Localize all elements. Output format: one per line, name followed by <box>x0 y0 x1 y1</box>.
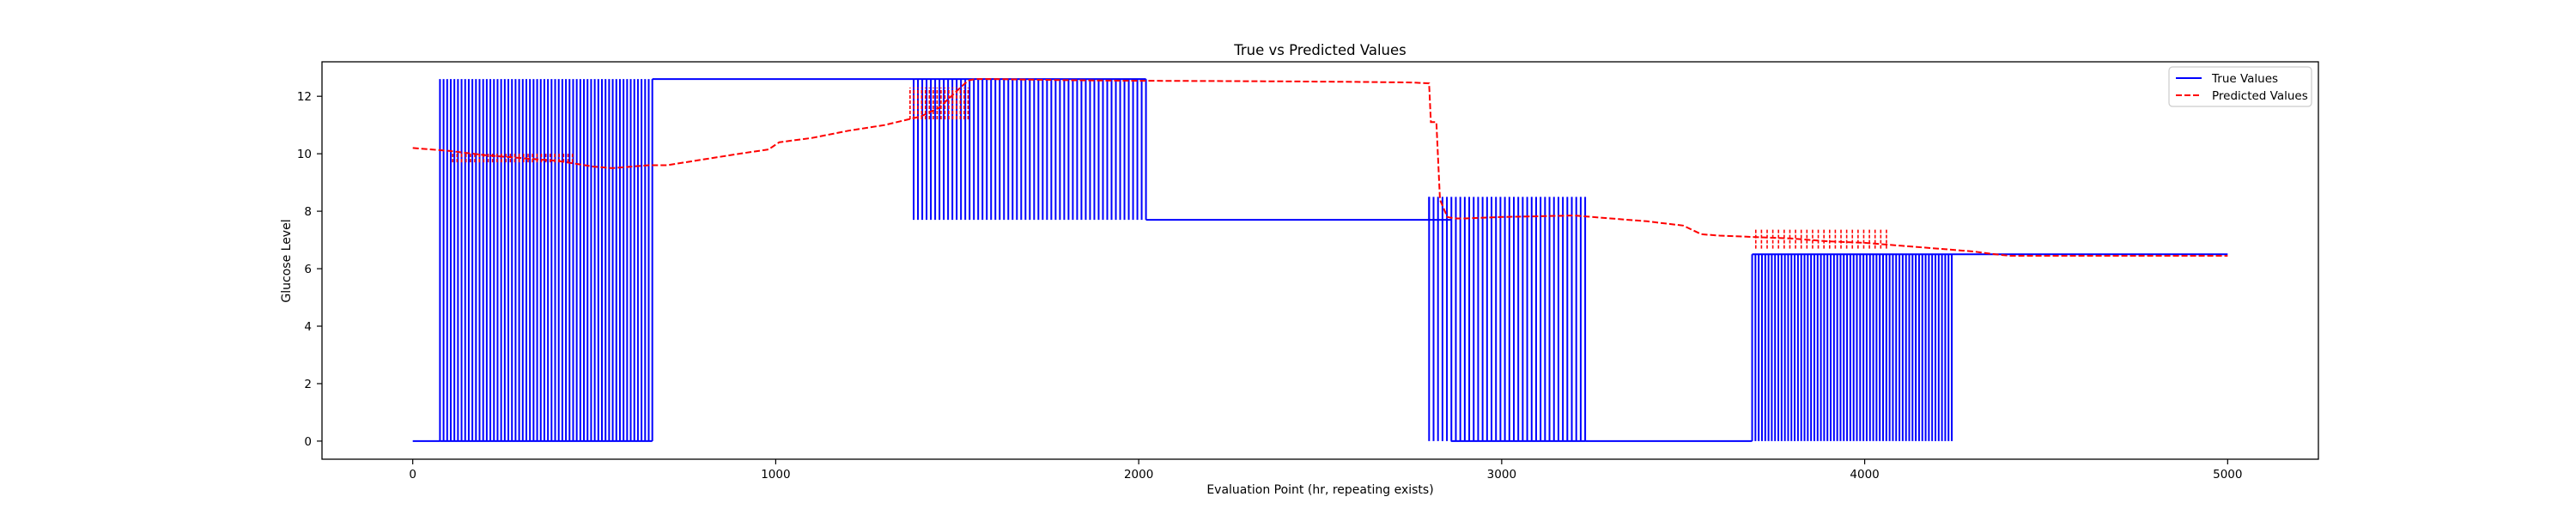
y-tick-label: 6 <box>304 263 312 276</box>
y-tick-label: 4 <box>304 320 312 334</box>
x-tick-label: 0 <box>409 468 416 482</box>
y-tick-label: 12 <box>297 90 312 104</box>
series-predicted-values <box>412 78 2228 257</box>
legend-true-label: True Values <box>2211 72 2278 86</box>
y-axis: 0 2 4 6 8 10 12 <box>297 90 322 449</box>
y-tick-label: 8 <box>304 205 312 219</box>
x-tick-label: 5000 <box>2213 468 2242 482</box>
predicted-line <box>412 78 2228 257</box>
x-axis: 0 1000 2000 3000 4000 5000 <box>409 459 2242 482</box>
legend: True Values Predicted Values <box>2168 66 2312 107</box>
y-tick-label: 0 <box>304 435 312 449</box>
x-tick-label: 1000 <box>761 468 790 482</box>
y-tick-label: 2 <box>304 378 312 391</box>
legend-predicted-label: Predicted Values <box>2212 89 2308 103</box>
legend-box <box>2168 66 2312 107</box>
x-axis-label: Evaluation Point (hr, repeating exists) <box>1206 483 1433 497</box>
y-axis-label: Glucose Level <box>280 219 294 302</box>
y-tick-label: 10 <box>297 148 312 161</box>
x-tick-label: 2000 <box>1124 468 1153 482</box>
plot-data-layer <box>412 78 2228 442</box>
chart-title: True vs Predicted Values <box>1233 42 1406 58</box>
series-true-values <box>412 78 2228 442</box>
x-tick-label: 4000 <box>1850 468 1879 482</box>
plot-frame <box>321 61 2319 460</box>
x-tick-label: 3000 <box>1487 468 1516 482</box>
